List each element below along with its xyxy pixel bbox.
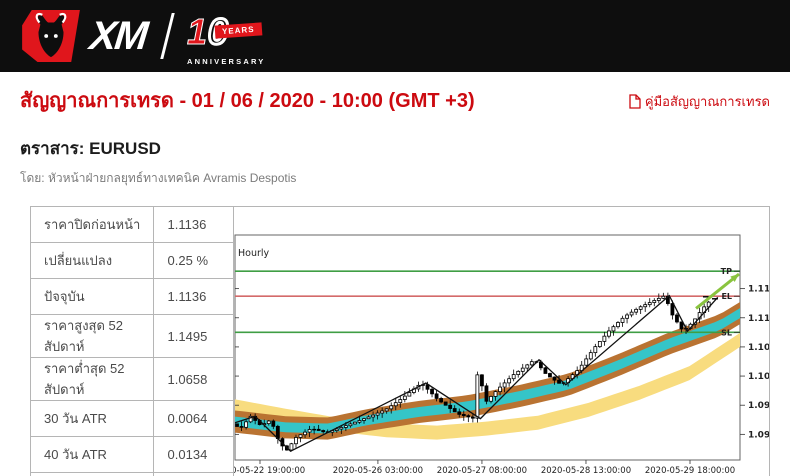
timeframe-label: Hourly xyxy=(238,248,270,259)
x-axis-label: 2020-05-28 13:00:00 xyxy=(541,466,631,476)
logo-divider xyxy=(160,13,175,59)
content-area: สัญญาณการเทรด - 01 / 06 / 2020 - 10:00 (… xyxy=(0,88,790,476)
stat-label: 40 วัน ATR xyxy=(30,436,154,473)
stats-table-body: ราคาปิดก่อนหน้า1.1136TPELSL1.11501.11001… xyxy=(30,206,771,476)
table-row: ปัจจุบัน 1.1136 xyxy=(30,278,770,315)
analyst-byline: โดย: หัวหน้าฝ่ายกลยุทธ์ทางเทคนิค Avramis… xyxy=(20,171,297,185)
projection-arrow xyxy=(695,272,740,310)
stat-label: ปัจจุบัน xyxy=(30,278,154,315)
y-axis-label: 1.0950 xyxy=(748,401,769,411)
table-row-partial xyxy=(30,472,770,476)
stat-value: 1.1136 xyxy=(152,206,234,243)
x-axis-label: 2020-05-27 08:00:00 xyxy=(437,466,527,476)
stat-label xyxy=(30,472,154,476)
table-row: ราคาปิดก่อนหน้า1.1136TPELSL1.11501.11001… xyxy=(30,206,771,476)
sl-level-label: SL xyxy=(721,328,732,337)
price-chart: TP EL SL 1.1150 1.1100 1.1050 1.1000 1.0950 1.09… xyxy=(232,206,771,476)
anniv-digit-1: 1 xyxy=(186,11,209,53)
page-title: สัญญาณการเทรด - 01 / 06 / 2020 - 10:00 (… xyxy=(20,90,475,112)
xm-wordmark: XM xyxy=(87,14,149,58)
y-axis-label: 1.1100 xyxy=(748,314,769,324)
stat-label: ราคาปิดก่อนหน้า xyxy=(30,206,154,243)
y-axis-label: 1.1050 xyxy=(748,343,769,353)
anniversary-label: ANNIVERSARY xyxy=(187,57,266,66)
signal-stats-table: ราคาปิดก่อนหน้า1.1136TPELSL1.11501.11001… xyxy=(30,206,771,476)
instrument-heading: ตราสาร: EURUSD xyxy=(20,139,161,158)
candlestick-chart-canvas: TP EL SL 1.1150 1.1100 1.1050 1.1000 1.0950 1.09… xyxy=(234,234,769,476)
projection-arrowhead xyxy=(730,274,739,282)
signals-manual-link-label: คู่มือสัญญาณการเทรด xyxy=(644,93,770,109)
y-axis-label: 1.0900 xyxy=(748,430,769,440)
stat-value: 1.1495 xyxy=(152,314,234,358)
el-level-label: EL xyxy=(721,292,732,301)
x-axis-label: 2020-05-29 18:00:00 xyxy=(645,466,735,476)
header-bar: XM 10 YEARS ANNIVERSARY xyxy=(0,0,790,72)
x-axis-label: 2020-05-26 03:00:00 xyxy=(333,466,423,476)
stat-label: เปลี่ยนแปลง xyxy=(30,242,154,279)
stat-value: 1.0658 xyxy=(152,357,234,401)
y-axis-label: 1.1000 xyxy=(748,372,769,382)
stat-label: 30 วัน ATR xyxy=(30,400,154,437)
x-axis-label: 2020-05-22 19:00:00 xyxy=(234,466,305,476)
stat-value: 1.1136 xyxy=(152,278,234,315)
xm-bull-icon xyxy=(22,10,80,62)
stat-value: 0.0064 xyxy=(152,400,234,437)
stat-value: 0.25 % xyxy=(152,242,234,279)
stat-value: 0.0134 xyxy=(152,436,234,473)
tp-level-label: TP xyxy=(721,267,732,276)
yellow-band xyxy=(234,332,740,440)
stat-value xyxy=(152,472,234,476)
table-row: ราคาสูงสุด 52 สัปดาห์ 1.1495 xyxy=(30,314,770,358)
stat-label: ราคาสูงสุด 52 สัปดาห์ xyxy=(30,314,154,358)
anniversary-badge: 10 YEARS ANNIVERSARY xyxy=(186,10,273,67)
signals-manual-link[interactable]: คู่มือสัญญาณการเทรด xyxy=(628,91,770,112)
zigzag-line xyxy=(234,294,719,453)
table-row: เปลี่ยนแปลง 0.25 % xyxy=(30,242,770,279)
pdf-doc-icon xyxy=(629,93,641,109)
stat-label: ราคาต่ำสุด 52 สัปดาห์ xyxy=(30,357,154,401)
y-axis-label: 1.1150 xyxy=(748,285,769,295)
xm-logo[interactable]: XM 10 YEARS ANNIVERSARY xyxy=(22,10,273,67)
